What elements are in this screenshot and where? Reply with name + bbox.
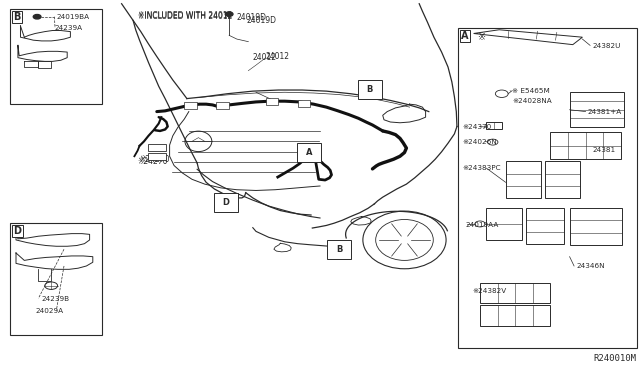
Bar <box>214 193 238 212</box>
Bar <box>570 208 622 245</box>
Bar <box>480 283 550 303</box>
Text: D: D <box>13 226 21 236</box>
Text: B: B <box>13 12 21 22</box>
Text: 24019BA: 24019BA <box>56 14 90 20</box>
Bar <box>358 80 382 99</box>
Bar <box>10 9 102 104</box>
Text: 24019AA: 24019AA <box>466 222 499 228</box>
Bar <box>486 208 522 240</box>
Circle shape <box>475 221 485 227</box>
Bar <box>526 208 564 244</box>
Text: ※24383PC: ※24383PC <box>462 165 500 171</box>
Text: 24381+A: 24381+A <box>588 109 622 115</box>
Bar <box>486 122 502 129</box>
Circle shape <box>225 12 233 16</box>
Ellipse shape <box>185 131 212 152</box>
Bar <box>298 100 310 107</box>
Text: 24019D: 24019D <box>246 16 276 25</box>
Text: 24012: 24012 <box>253 53 277 62</box>
Text: ※ E5465M: ※ E5465M <box>512 88 550 94</box>
Bar <box>148 153 166 160</box>
Bar <box>184 102 197 109</box>
Bar <box>506 161 541 198</box>
Text: A: A <box>461 31 469 41</box>
Text: ※INCLUDED WITH 24012: ※INCLUDED WITH 24012 <box>138 12 232 21</box>
Text: ※24270: ※24270 <box>140 155 170 164</box>
Text: ※24382V: ※24382V <box>472 288 507 294</box>
Circle shape <box>33 15 41 19</box>
Text: ※24026N: ※24026N <box>462 139 497 145</box>
Ellipse shape <box>363 211 446 269</box>
Text: B: B <box>367 85 373 94</box>
Bar <box>550 132 621 159</box>
Text: D: D <box>223 198 229 207</box>
Bar <box>297 143 321 162</box>
Text: ※INCLUDED WITH 24012: ※INCLUDED WITH 24012 <box>138 11 232 20</box>
Text: 24239B: 24239B <box>42 296 70 302</box>
Text: ※24370: ※24370 <box>462 124 492 130</box>
Ellipse shape <box>376 219 433 260</box>
Text: 24381: 24381 <box>592 147 615 153</box>
Circle shape <box>488 139 498 145</box>
Text: 24029A: 24029A <box>35 308 63 314</box>
Text: 24012: 24012 <box>266 52 289 61</box>
Polygon shape <box>474 30 582 45</box>
Bar <box>148 144 166 151</box>
Bar <box>10 223 102 335</box>
Bar <box>545 161 580 198</box>
Text: B: B <box>336 245 342 254</box>
Text: ※24270: ※24270 <box>138 157 168 166</box>
Bar <box>480 305 550 326</box>
Bar <box>458 28 637 348</box>
Bar <box>266 98 278 105</box>
Text: 24239A: 24239A <box>54 25 83 31</box>
Text: 24019D: 24019D <box>237 13 267 22</box>
Text: 24382U: 24382U <box>592 44 620 49</box>
Bar <box>327 240 351 259</box>
Bar <box>216 102 229 109</box>
Text: 24346N: 24346N <box>576 263 605 269</box>
Text: A: A <box>306 148 312 157</box>
Text: ※: ※ <box>477 32 485 42</box>
Circle shape <box>495 90 508 97</box>
Text: R240010M: R240010M <box>594 354 637 363</box>
Text: ※24028NA: ※24028NA <box>512 98 552 104</box>
Bar <box>570 92 624 127</box>
